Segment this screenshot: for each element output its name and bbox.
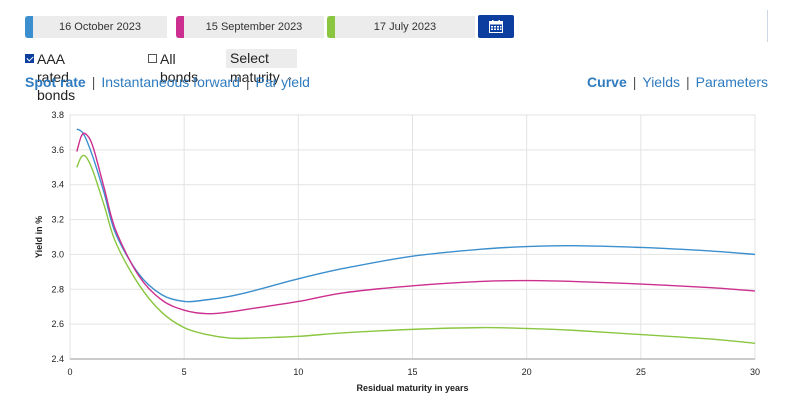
x-tick-label: 0 — [67, 367, 72, 377]
toolbar-divider — [767, 10, 768, 42]
chart-axes: 0 5 10 15 20 25 30 2.4 2.6 2.8 3.0 3.2 3.4 3.6 3.8 — [51, 110, 760, 377]
series-line-2 — [76, 132, 756, 315]
link-curve[interactable]: Curve — [587, 74, 627, 90]
link-separator: | — [686, 74, 690, 90]
x-tick-label: 25 — [636, 367, 646, 377]
chart-grid — [69, 114, 756, 360]
y-tick-label: 3.8 — [51, 110, 64, 120]
aaa-bonds-checkbox[interactable] — [25, 54, 34, 63]
y-tick-label: 3.0 — [51, 249, 64, 259]
date-chip-1-swatch — [25, 16, 33, 38]
maturity-select[interactable]: Select maturity ⌄ — [226, 49, 298, 85]
y-axis-title: Yield in % — [34, 216, 44, 258]
link-separator: | — [245, 74, 250, 90]
series-line-3 — [76, 154, 756, 345]
aaa-bonds-label[interactable]: AAA rated bonds — [37, 51, 76, 103]
calendar-icon — [489, 20, 503, 33]
link-instantaneous-forward[interactable]: Instantaneous forward — [101, 74, 240, 90]
date-chip-2-swatch — [176, 16, 184, 38]
chevron-down-icon: ⌄ — [285, 72, 294, 82]
x-tick-label: 15 — [407, 367, 417, 377]
link-separator: | — [91, 74, 96, 90]
date-chip-2-label: 15 September 2023 — [205, 21, 303, 33]
x-tick-label: 30 — [750, 367, 760, 377]
link-spot-rate[interactable]: Spot rate — [25, 74, 86, 90]
link-par-yield[interactable]: Par yield — [255, 74, 310, 90]
x-axis-title: Residual maturity in years — [356, 383, 468, 393]
y-tick-label: 3.2 — [51, 215, 64, 225]
chart-series — [76, 128, 756, 345]
y-tick-label: 3.4 — [51, 180, 64, 190]
x-tick-label: 20 — [522, 367, 532, 377]
all-bonds-checkbox[interactable] — [148, 54, 157, 63]
date-chip-1[interactable]: 16 October 2023 — [25, 16, 167, 38]
maturity-select-value: Select maturity — [230, 50, 280, 85]
y-tick-label: 2.8 — [51, 284, 64, 294]
x-tick-label: 10 — [293, 367, 303, 377]
link-parameters[interactable]: Parameters — [695, 74, 768, 90]
link-yields[interactable]: Yields — [642, 74, 680, 90]
date-chip-3-swatch — [327, 16, 335, 38]
yield-curve-chart: 0 5 10 15 20 25 30 2.4 2.6 2.8 3.0 3.2 3.4 3.6 3.8 Res… — [34, 110, 760, 393]
date-chip-2[interactable]: 15 September 2023 — [176, 16, 324, 38]
view-links: Curve | Yields | Parameters — [587, 74, 768, 90]
link-separator: | — [632, 74, 637, 90]
series-line-1 — [76, 128, 756, 303]
y-tick-label: 2.6 — [51, 319, 64, 329]
date-chip-3[interactable]: 17 July 2023 — [327, 16, 475, 38]
y-tick-label: 2.4 — [51, 354, 64, 364]
y-tick-label: 3.6 — [51, 145, 64, 155]
date-chip-3-label: 17 July 2023 — [373, 21, 437, 33]
curve-type-links: Spot rate | Instantaneous forward | Par yiel… — [25, 74, 310, 90]
all-bonds-label[interactable]: All bonds — [160, 51, 199, 85]
x-tick-label: 5 — [182, 367, 187, 377]
date-chip-1-label: 16 October 2023 — [59, 21, 141, 33]
calendar-button[interactable] — [478, 15, 514, 38]
